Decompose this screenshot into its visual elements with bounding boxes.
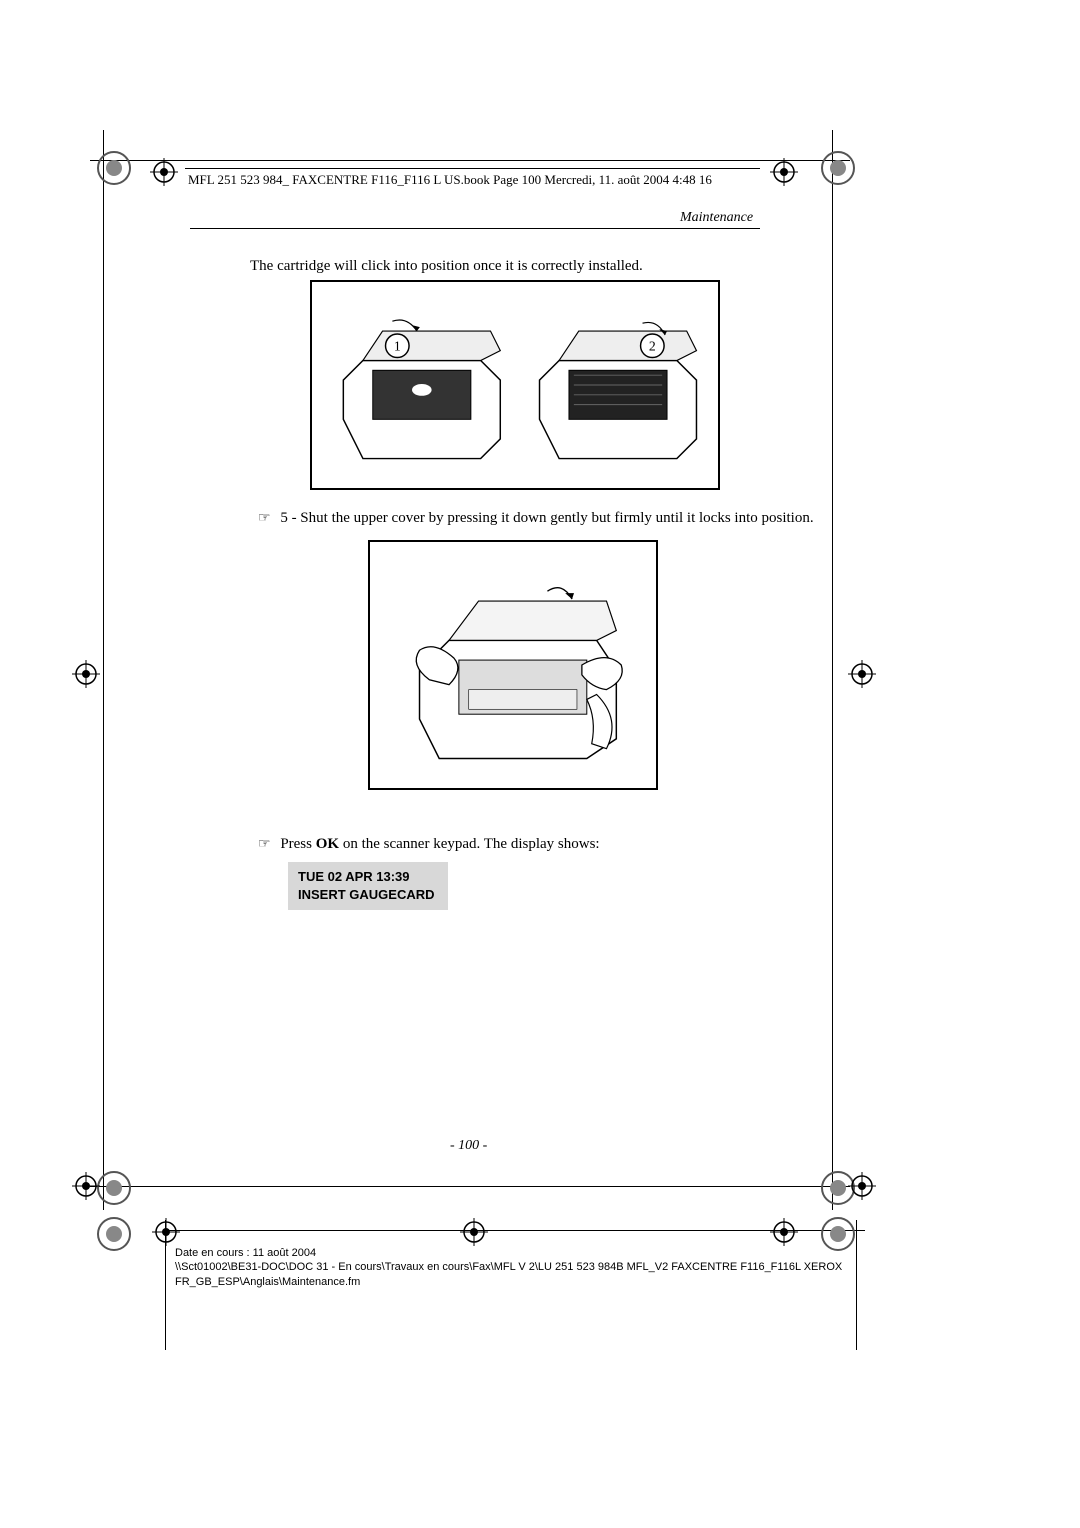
- section-header: Maintenance: [680, 210, 753, 226]
- header-book-info: MFL 251 523 984_ FAXCENTRE F116_F116 L U…: [188, 172, 712, 188]
- color-wheel-footer-right: [820, 1216, 856, 1252]
- page-number: - 100 -: [450, 1138, 487, 1154]
- svg-text:2: 2: [649, 339, 656, 354]
- reg-mark-bl: [72, 1172, 100, 1200]
- color-wheel-top-left: [96, 150, 132, 186]
- lcd-display: TUE 02 APR 13:39 INSERT GAUGECARD: [288, 862, 448, 910]
- frame-top-line: [90, 160, 850, 161]
- reg-mark-tr: [770, 158, 798, 186]
- reg-mark-footer-l: [152, 1218, 180, 1246]
- press-ok-prefix: Press: [280, 836, 315, 852]
- svg-text:1: 1: [394, 339, 401, 354]
- frame-bottom-line: [90, 1186, 850, 1187]
- figure-close-cover: [368, 540, 658, 790]
- display-line2: INSERT GAUGECARD: [298, 886, 438, 904]
- color-wheel-bottom-left: [96, 1170, 132, 1206]
- display-line1: TUE 02 APR 13:39: [298, 868, 438, 886]
- reg-mark-footer-c: [460, 1218, 488, 1246]
- color-wheel-top-right: [820, 150, 856, 186]
- reg-mark-mr: [848, 660, 876, 688]
- reg-mark-footer-r: [770, 1218, 798, 1246]
- press-ok-bold: OK: [316, 836, 339, 852]
- reg-mark-br: [848, 1172, 876, 1200]
- intro-text: The cartridge will click into position o…: [250, 258, 643, 275]
- footer-path: \\Sct01002\BE31-DOC\DOC 31 - En cours\Tr…: [175, 1260, 845, 1291]
- step5-row: ☞ 5 - Shut the upper cover by pressing i…: [258, 510, 814, 527]
- frame-left-line: [103, 130, 104, 1210]
- frame-right-line: [832, 130, 833, 1210]
- section-rule: [190, 228, 760, 229]
- step5-text: 5 - Shut the upper cover by pressing it …: [280, 510, 813, 526]
- reg-mark-tl: [150, 158, 178, 186]
- pointer-icon: ☞: [258, 510, 271, 527]
- press-ok-row: ☞ Press OK on the scanner keypad. The di…: [258, 836, 600, 853]
- figure-cartridge: 1 2: [310, 280, 720, 490]
- press-ok-suffix: on the scanner keypad. The display shows…: [339, 836, 600, 852]
- pointer-icon-2: ☞: [258, 836, 271, 853]
- color-wheel-footer-left: [96, 1216, 132, 1252]
- inner-frame-right: [856, 1220, 857, 1350]
- header-rule: [185, 168, 760, 169]
- inner-frame-top: [165, 1230, 865, 1231]
- reg-mark-ml: [72, 660, 100, 688]
